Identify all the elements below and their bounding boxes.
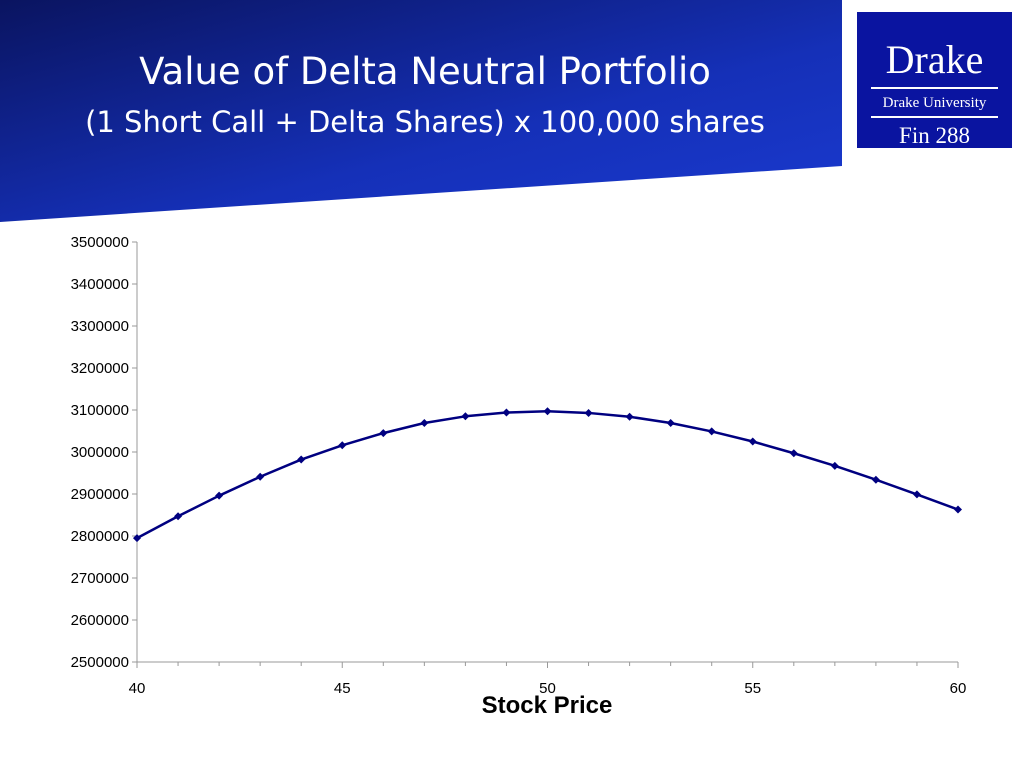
y-tick-label: 2800000 [71,528,129,545]
logo-divider-bottom [871,116,998,118]
chart-axes [136,242,958,663]
data-point [707,427,716,436]
data-point [954,505,962,514]
x-axis-label: Stock Price [482,692,613,719]
logo-course-text: Fin 288 [899,123,970,148]
logo-drake-text: Drake [885,37,984,82]
data-point [912,490,921,499]
data-point [502,408,511,417]
drake-logo: Drake Drake University Fin 288 [857,12,1012,148]
page-title: Value of Delta Neutral Portfolio [139,50,711,93]
data-point [338,441,347,450]
data-point [461,412,470,421]
data-point [379,429,388,438]
data-point [666,419,675,428]
x-axis-ticks: 40 45 50 55 60 [129,662,967,697]
y-tick-label: 3300000 [71,318,129,335]
page-subtitle: (1 Short Call + Delta Shares) x 100,000 … [85,105,765,139]
x-tick-label: 40 [129,680,146,697]
x-tick-label: 50 [539,680,556,697]
data-point [871,475,880,484]
logo-divider-top [871,87,998,89]
y-tick-label: 3200000 [71,360,129,377]
x-tick-label: 55 [744,680,761,697]
data-point [215,491,224,500]
x-tick-label: 45 [334,680,351,697]
data-point [174,512,183,521]
header-banner [0,0,842,222]
y-tick-label: 2500000 [71,654,129,671]
y-tick-label: 2700000 [71,570,129,587]
data-point [748,437,757,446]
data-point [789,449,798,458]
data-point [256,472,265,481]
y-tick-label: 3100000 [71,402,129,419]
data-point [625,412,634,421]
y-axis-ticks: 2500000 2600000 2700000 2800000 2900000 30000… [71,234,137,671]
x-tick-label: 60 [950,680,967,697]
logo-university-text: Drake University [882,95,987,111]
data-point [584,408,593,417]
data-point [133,534,141,543]
data-point [420,419,429,428]
data-point [297,455,306,464]
data-point [830,461,839,470]
data-point [543,407,552,416]
series-group [133,407,962,543]
y-tick-label: 3400000 [71,276,129,293]
y-tick-label: 3500000 [71,234,129,251]
y-tick-label: 2900000 [71,486,129,503]
y-tick-label: 3000000 [71,444,129,461]
y-tick-label: 2600000 [71,612,129,629]
